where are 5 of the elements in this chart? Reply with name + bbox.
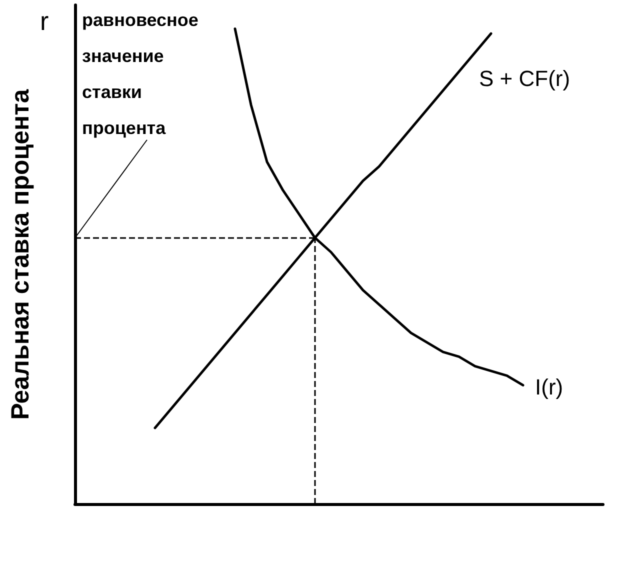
series-label: I(r) (535, 374, 564, 400)
annotation: равновесное значение ставки процента (82, 10, 198, 138)
series-label: S + CF(r) (479, 66, 570, 92)
text: r (40, 6, 49, 36)
y-axis-title: Реальная ставка процента (6, 88, 34, 420)
